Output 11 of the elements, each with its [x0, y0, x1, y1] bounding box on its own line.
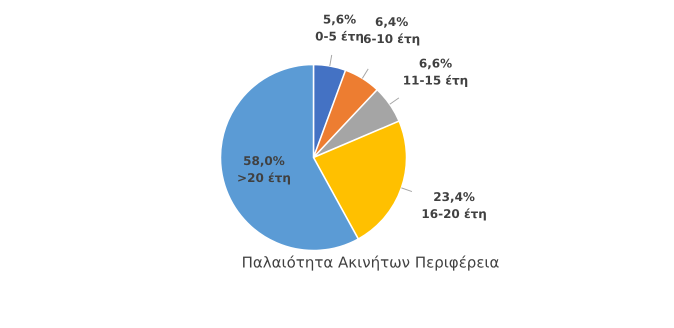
slice-label: 6-10 έτη — [363, 32, 420, 46]
data-label: 23,4% — [433, 190, 475, 204]
slice-label: 0-5 έτη — [315, 30, 364, 44]
data-label: 6,6% — [418, 56, 452, 70]
slice-label: >20 έτη — [237, 171, 291, 186]
data-label: 58,0% — [243, 154, 285, 168]
slice-label: 11-15 έτη — [402, 73, 468, 88]
data-label: 6,4% — [375, 14, 408, 29]
slice-label: 16-20 έτη — [421, 207, 487, 222]
text: Παλαιότητα Ακινήτων Περιφέρεια — [242, 254, 500, 272]
data-label: 5,6% — [322, 12, 356, 26]
